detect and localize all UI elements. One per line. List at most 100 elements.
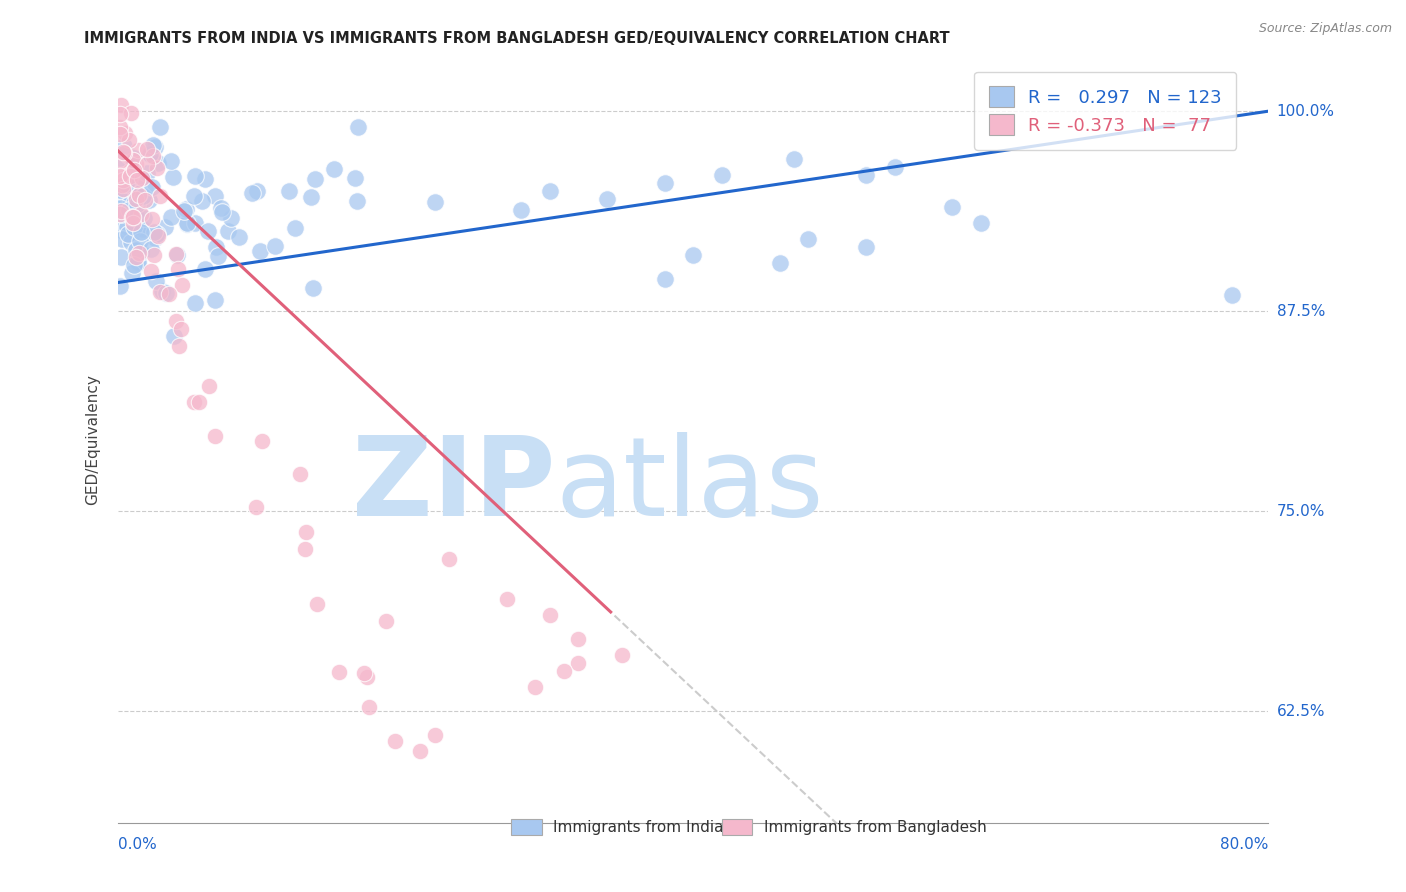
Point [131, 170, 153, 185]
Point [110, 207, 132, 221]
Point [136, 157, 159, 171]
Point [143, 248, 166, 262]
Point [136, 166, 159, 180]
Point [524, 681, 547, 695]
Point [112, 146, 135, 161]
Point [205, 240, 228, 254]
Point [114, 126, 136, 140]
Y-axis label: GED/Equivalency: GED/Equivalency [86, 374, 100, 505]
Point [176, 216, 198, 230]
Point [120, 193, 142, 207]
Point [184, 169, 207, 184]
Point [149, 285, 172, 300]
Point [797, 232, 820, 246]
Point [170, 322, 193, 336]
Point [118, 133, 141, 147]
Point [346, 120, 368, 135]
Point [138, 193, 160, 207]
Point [117, 227, 139, 241]
Point [142, 138, 165, 153]
Point [384, 734, 406, 748]
Point [769, 256, 792, 270]
Point [129, 207, 152, 221]
Point [108, 128, 131, 142]
Point [121, 210, 143, 224]
Point [122, 219, 145, 234]
Text: 100.0%: 100.0% [1277, 103, 1334, 119]
Point [357, 699, 380, 714]
Point [240, 186, 263, 200]
Point [124, 156, 146, 170]
Point [183, 188, 205, 202]
Point [322, 161, 344, 176]
Point [127, 143, 149, 157]
Point [134, 182, 156, 196]
Point [305, 597, 328, 611]
Point [346, 194, 368, 208]
Point [117, 148, 139, 162]
Point [122, 162, 145, 177]
Point [122, 258, 145, 272]
Point [509, 203, 531, 218]
Point [567, 657, 589, 671]
Point [122, 153, 145, 168]
Point [108, 207, 131, 221]
Point [122, 210, 145, 224]
Point [567, 632, 589, 647]
Point [143, 231, 166, 245]
Point [139, 148, 162, 162]
Point [142, 226, 165, 240]
Point [423, 195, 446, 210]
Point [129, 225, 152, 239]
Point [111, 178, 134, 192]
Text: Immigrants from Bangladesh: Immigrants from Bangladesh [763, 820, 987, 835]
Point [423, 728, 446, 742]
Point [128, 186, 150, 200]
Text: atlas: atlas [555, 432, 824, 539]
Point [353, 666, 375, 681]
Point [125, 197, 148, 211]
Point [343, 170, 366, 185]
Point [135, 143, 157, 157]
Point [1222, 288, 1244, 302]
Point [184, 296, 207, 310]
Point [167, 339, 190, 353]
Point [294, 525, 316, 540]
Point [127, 173, 149, 187]
Text: 80.0%: 80.0% [1220, 837, 1268, 852]
Point [245, 500, 267, 514]
Text: 75.0%: 75.0% [1277, 504, 1324, 519]
Point [250, 434, 273, 448]
Point [108, 107, 131, 121]
Point [538, 608, 561, 623]
Point [153, 219, 176, 234]
Point [596, 192, 619, 206]
Point [246, 184, 269, 198]
Point [157, 287, 180, 301]
Point [155, 286, 177, 301]
Point [145, 274, 167, 288]
Point [115, 192, 138, 206]
Point [108, 169, 131, 184]
Point [108, 120, 131, 134]
Point [124, 212, 146, 227]
Point [610, 648, 633, 663]
Point [117, 220, 139, 235]
Point [114, 186, 136, 201]
Point [127, 181, 149, 195]
Point [127, 256, 149, 270]
Point [128, 234, 150, 248]
Point [160, 154, 183, 169]
Text: Immigrants from India: Immigrants from India [553, 820, 723, 835]
Point [124, 178, 146, 193]
Point [129, 244, 152, 258]
Text: 87.5%: 87.5% [1277, 304, 1324, 318]
Point [134, 211, 156, 226]
Point [108, 183, 131, 197]
Point [108, 201, 131, 215]
Point [166, 248, 188, 262]
Point [120, 235, 142, 249]
Point [204, 293, 226, 307]
Point [132, 189, 155, 203]
Point [125, 243, 148, 257]
